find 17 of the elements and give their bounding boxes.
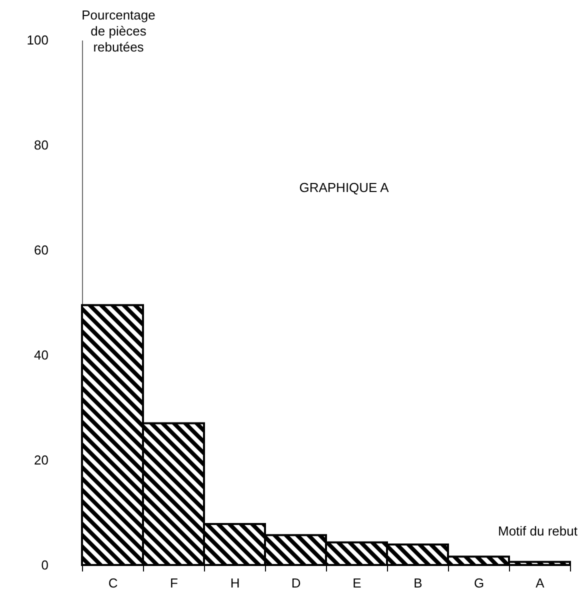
x-tick-label: E — [352, 576, 362, 590]
x-tick-label: B — [414, 576, 422, 590]
y-tick-label: 20 — [34, 452, 48, 468]
x-axis-title: Motif du rebut — [498, 524, 578, 538]
y-tick-label: 60 — [34, 242, 48, 258]
x-tick-label: H — [230, 576, 240, 590]
y-axis-title: Pourcentage de pièces rebutées — [82, 8, 156, 54]
text: GRAPHIQUE A — [299, 180, 390, 195]
y-tick-label: 80 — [34, 138, 48, 152]
x-tick-label: G — [474, 576, 484, 590]
x-tick-label: C — [108, 576, 118, 590]
x-tick-label: D — [291, 576, 301, 590]
y-tick-label: 0 — [41, 558, 48, 572]
y-tick-label: 100 — [26, 32, 48, 48]
x-tick-label: A — [536, 576, 545, 590]
y-tick-label: 40 — [34, 348, 48, 362]
x-tick-label: F — [170, 576, 178, 590]
